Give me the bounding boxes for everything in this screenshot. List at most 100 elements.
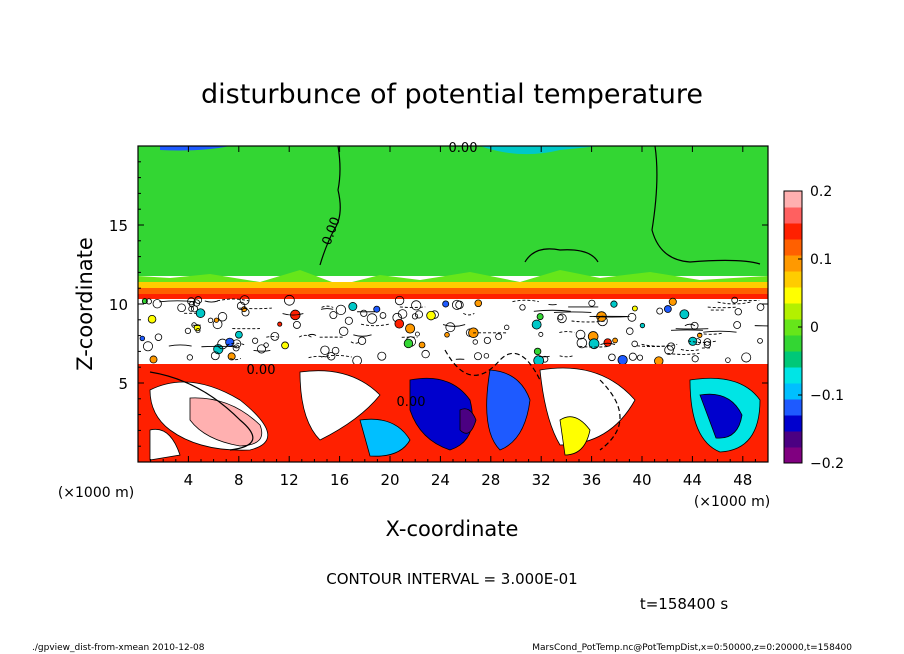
noise-blob xyxy=(335,304,347,316)
noise-contour xyxy=(399,306,426,308)
x-tick-label-3: 16 xyxy=(330,471,349,489)
noise-blob xyxy=(339,326,349,336)
colorbar-segment-11 xyxy=(784,271,802,288)
colorbar-tick-label-4: −0.2 xyxy=(810,456,844,472)
x-tick-label-8: 36 xyxy=(582,471,601,489)
noise-blob xyxy=(617,354,628,366)
noise-contour xyxy=(559,355,574,358)
noise-blob xyxy=(603,338,612,347)
upper-cyan-patch xyxy=(480,146,600,155)
noise-contour xyxy=(463,313,475,316)
x-axis-label: X-coordinate xyxy=(386,517,519,541)
noise-contour xyxy=(553,311,592,313)
noise-blob xyxy=(414,310,424,319)
noise-blob xyxy=(281,341,289,350)
noise-blob xyxy=(631,340,638,348)
noise-blob xyxy=(403,338,414,349)
noise-contour xyxy=(320,308,334,310)
noise-blob xyxy=(227,352,236,361)
noise-blob xyxy=(360,309,368,317)
contour-label-top: 0.00 xyxy=(449,141,478,156)
colorbar-tick-label-0: 0.2 xyxy=(810,184,832,200)
noise-blob xyxy=(668,297,677,306)
swirl-9 xyxy=(149,428,181,461)
noise-blob xyxy=(504,324,510,331)
colorbar-segment-0 xyxy=(784,447,802,464)
colorbar xyxy=(784,191,802,464)
colorbar-segment-8 xyxy=(784,319,802,336)
colorbar-segment-4 xyxy=(784,383,802,400)
noise-contour xyxy=(559,331,575,334)
noise-contour xyxy=(168,344,192,347)
orange-band xyxy=(138,288,768,294)
colorbar-segment-2 xyxy=(784,415,802,432)
noise-blob xyxy=(348,302,358,311)
x-tick-label-5: 24 xyxy=(431,471,450,489)
noise-blob xyxy=(473,352,482,361)
noise-contour xyxy=(717,301,751,305)
contour-interval: CONTOUR INTERVAL = 3.000E-01 xyxy=(326,570,577,588)
noise-contour xyxy=(538,355,550,358)
swirl-8 xyxy=(359,418,411,457)
upper-blue-patch xyxy=(160,146,230,151)
noise-blob xyxy=(195,308,206,318)
colorbar-tick-label-2: 0 xyxy=(810,320,819,336)
noise-blob xyxy=(472,339,478,345)
red-band xyxy=(138,294,768,299)
noise-blob xyxy=(639,322,646,329)
swirl-2 xyxy=(299,370,381,441)
noise-blob xyxy=(626,327,634,335)
x-tick-label-0: 4 xyxy=(184,471,194,489)
noise-contour xyxy=(636,345,669,348)
noise-blob xyxy=(426,310,436,321)
noise-blob xyxy=(188,306,194,312)
swirl-11 xyxy=(459,408,477,434)
x-tick-label-2: 12 xyxy=(280,471,299,489)
noise-blob xyxy=(277,321,283,327)
noise-blob xyxy=(483,353,490,359)
contour-label-mid: 0.00 xyxy=(397,395,426,410)
footer-right: MarsCond_PotTemp.nc@PotTempDist,x=0:5000… xyxy=(532,643,852,653)
noise-contours xyxy=(139,294,768,366)
upper-green-band xyxy=(138,146,768,276)
noise-blob xyxy=(519,304,526,311)
colorbar-segment-12 xyxy=(784,255,802,272)
noise-blob xyxy=(636,354,644,361)
swirl-4 xyxy=(486,369,531,451)
x-tick-label-4: 20 xyxy=(380,471,399,489)
noise-blob xyxy=(610,300,618,308)
noise-contour xyxy=(533,309,571,312)
x-unit-label: (×1000 m) xyxy=(694,494,770,510)
contour-label-left: 0.00 xyxy=(247,363,276,378)
noise-contour xyxy=(226,342,246,346)
colorbar-segment-1 xyxy=(784,431,802,448)
y-axis-label: Z-coordinate xyxy=(73,237,97,371)
noise-blob xyxy=(232,344,240,352)
noise-blob xyxy=(628,352,637,361)
noise-blob xyxy=(147,314,157,324)
noise-blob xyxy=(190,305,199,313)
noise-blob xyxy=(627,312,637,322)
noise-blob xyxy=(344,316,353,325)
x-axis-ticks: 4 8 12 16 20 24 28 32 36 40 44 48 xyxy=(150,146,756,489)
x-tick-label-9: 40 xyxy=(632,471,651,489)
noise-blob xyxy=(588,299,596,307)
noise-contour xyxy=(307,333,317,336)
noise-blob xyxy=(557,313,567,324)
noise-contour xyxy=(579,345,610,348)
lower-swirls xyxy=(149,367,761,461)
time-label: t=158400 s xyxy=(640,595,728,613)
noise-blob xyxy=(357,336,367,345)
colorbar-segment-3 xyxy=(784,399,802,416)
noise-contour xyxy=(698,332,723,335)
noise-blob xyxy=(235,330,243,339)
y-unit-label: (×1000 m) xyxy=(58,485,134,501)
colorbar-segment-6 xyxy=(784,351,802,368)
noise-blob xyxy=(666,342,676,351)
noise-blob xyxy=(538,331,544,337)
noise-blob xyxy=(495,333,503,341)
noise-blob xyxy=(252,337,259,344)
noise-blob xyxy=(451,299,463,310)
noise-blob xyxy=(474,299,483,308)
noise-blob xyxy=(207,317,214,324)
